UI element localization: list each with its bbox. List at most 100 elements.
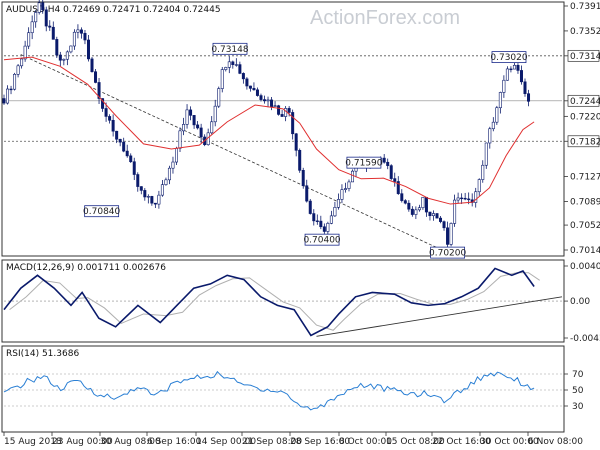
- candle-body: [129, 155, 133, 163]
- candle-body: [34, 12, 38, 23]
- candle-body: [453, 199, 457, 224]
- candle-body: [266, 99, 270, 102]
- candle-body: [241, 73, 245, 80]
- candle-body: [101, 98, 105, 109]
- candle-body: [340, 189, 344, 200]
- candle-body: [308, 200, 312, 214]
- price-tick-label: 0.71275: [570, 173, 600, 183]
- candle-body: [196, 124, 200, 129]
- rsi-axis: 70 50 30: [564, 370, 584, 412]
- candle-body: [382, 157, 386, 163]
- candle-body: [255, 89, 259, 96]
- candle-body: [502, 79, 506, 93]
- candle-body: [9, 88, 13, 91]
- candle-body: [424, 196, 428, 213]
- x-tick-label: 21 Sep 08:00: [242, 437, 302, 447]
- candle-body: [449, 223, 453, 245]
- candle-body: [72, 31, 76, 47]
- macd-header: MACD(12,26,9) 0.001711 0.002676: [6, 263, 166, 273]
- price-annotation-label: 0.70400: [303, 236, 340, 246]
- candle-body: [488, 128, 492, 144]
- price-annotation-label: 0.73148: [211, 45, 248, 55]
- candle-body: [305, 185, 309, 202]
- price-annotation-label: 0.71590: [345, 159, 382, 169]
- price-annotation-box: [491, 51, 527, 64]
- x-tick-label: 22 Oct 16:00: [432, 437, 491, 447]
- candle-body: [213, 105, 217, 123]
- candle-body: [20, 58, 24, 67]
- candle-body: [23, 45, 27, 60]
- price-annotation-box: [346, 156, 382, 169]
- candle-body: [505, 68, 509, 81]
- candle-body: [171, 161, 175, 169]
- macd-line: [3, 267, 535, 337]
- candle-body: [519, 70, 523, 83]
- candle-body: [280, 114, 284, 117]
- rsi-tick-label: 50: [572, 386, 584, 396]
- price-annotation-label: 0.70200: [429, 249, 466, 259]
- candle-body: [512, 64, 516, 70]
- price-annotation-box: [212, 42, 248, 55]
- price-tick-label: 0.70140: [570, 246, 600, 256]
- candle-body: [326, 223, 330, 232]
- candle-body: [336, 199, 340, 208]
- candle-body: [55, 39, 59, 56]
- candle-body: [132, 161, 136, 175]
- candle-body: [97, 82, 101, 99]
- candle-body: [333, 207, 337, 217]
- candle-body: [386, 161, 390, 166]
- candle-body: [287, 108, 291, 113]
- candle-body: [16, 65, 20, 75]
- price-annotation-box: [84, 205, 120, 218]
- candle-body: [319, 220, 323, 228]
- x-tick-label: 6 Nov 08:00: [528, 437, 583, 447]
- candle-body: [189, 109, 193, 116]
- candle-body: [484, 142, 488, 166]
- candle-body: [322, 226, 326, 232]
- candle-body: [48, 25, 52, 28]
- candle-body: [347, 181, 351, 189]
- candle-body: [227, 61, 231, 68]
- candle-body: [76, 29, 80, 33]
- moving-average-line: [3, 56, 535, 205]
- candle-body: [527, 93, 531, 102]
- watermark: ActionForex.com: [310, 7, 460, 29]
- candle-body: [44, 9, 48, 27]
- candle-body: [389, 165, 393, 179]
- x-tick-label: 23 Aug 00:00: [52, 437, 113, 447]
- candle-body: [446, 227, 450, 245]
- candle-body: [400, 193, 404, 201]
- candle-body: [298, 150, 302, 171]
- price-tick-box: [567, 94, 600, 107]
- candle-body: [442, 221, 446, 229]
- candle-body: [41, 2, 45, 11]
- candle-body: [231, 61, 235, 65]
- candle-body: [491, 121, 495, 130]
- candle-body: [153, 202, 157, 205]
- rsi-header: RSI(14) 51.3686: [6, 349, 79, 359]
- candle-body: [435, 213, 439, 219]
- candle-body: [182, 124, 186, 132]
- price-annotation-box: [304, 233, 340, 246]
- candle-body: [139, 186, 143, 191]
- candle-body: [248, 85, 252, 89]
- candle-body: [495, 107, 499, 123]
- candle-body: [62, 58, 66, 61]
- candle-body: [37, 2, 41, 13]
- candle-body: [273, 105, 277, 107]
- candle-body: [210, 121, 214, 134]
- candle-body: [115, 130, 119, 140]
- candle-body: [150, 196, 154, 204]
- candle-body: [118, 138, 122, 143]
- candle-body: [351, 170, 355, 183]
- candle-body: [224, 67, 228, 70]
- price-annotation-label: 0.70840: [83, 207, 120, 217]
- candle-body: [234, 64, 238, 66]
- candle-body: [111, 119, 115, 132]
- price-tick-label: 0.72205: [570, 112, 600, 122]
- macd-tick-label: 0.004085: [570, 262, 600, 272]
- candle-body: [467, 198, 471, 201]
